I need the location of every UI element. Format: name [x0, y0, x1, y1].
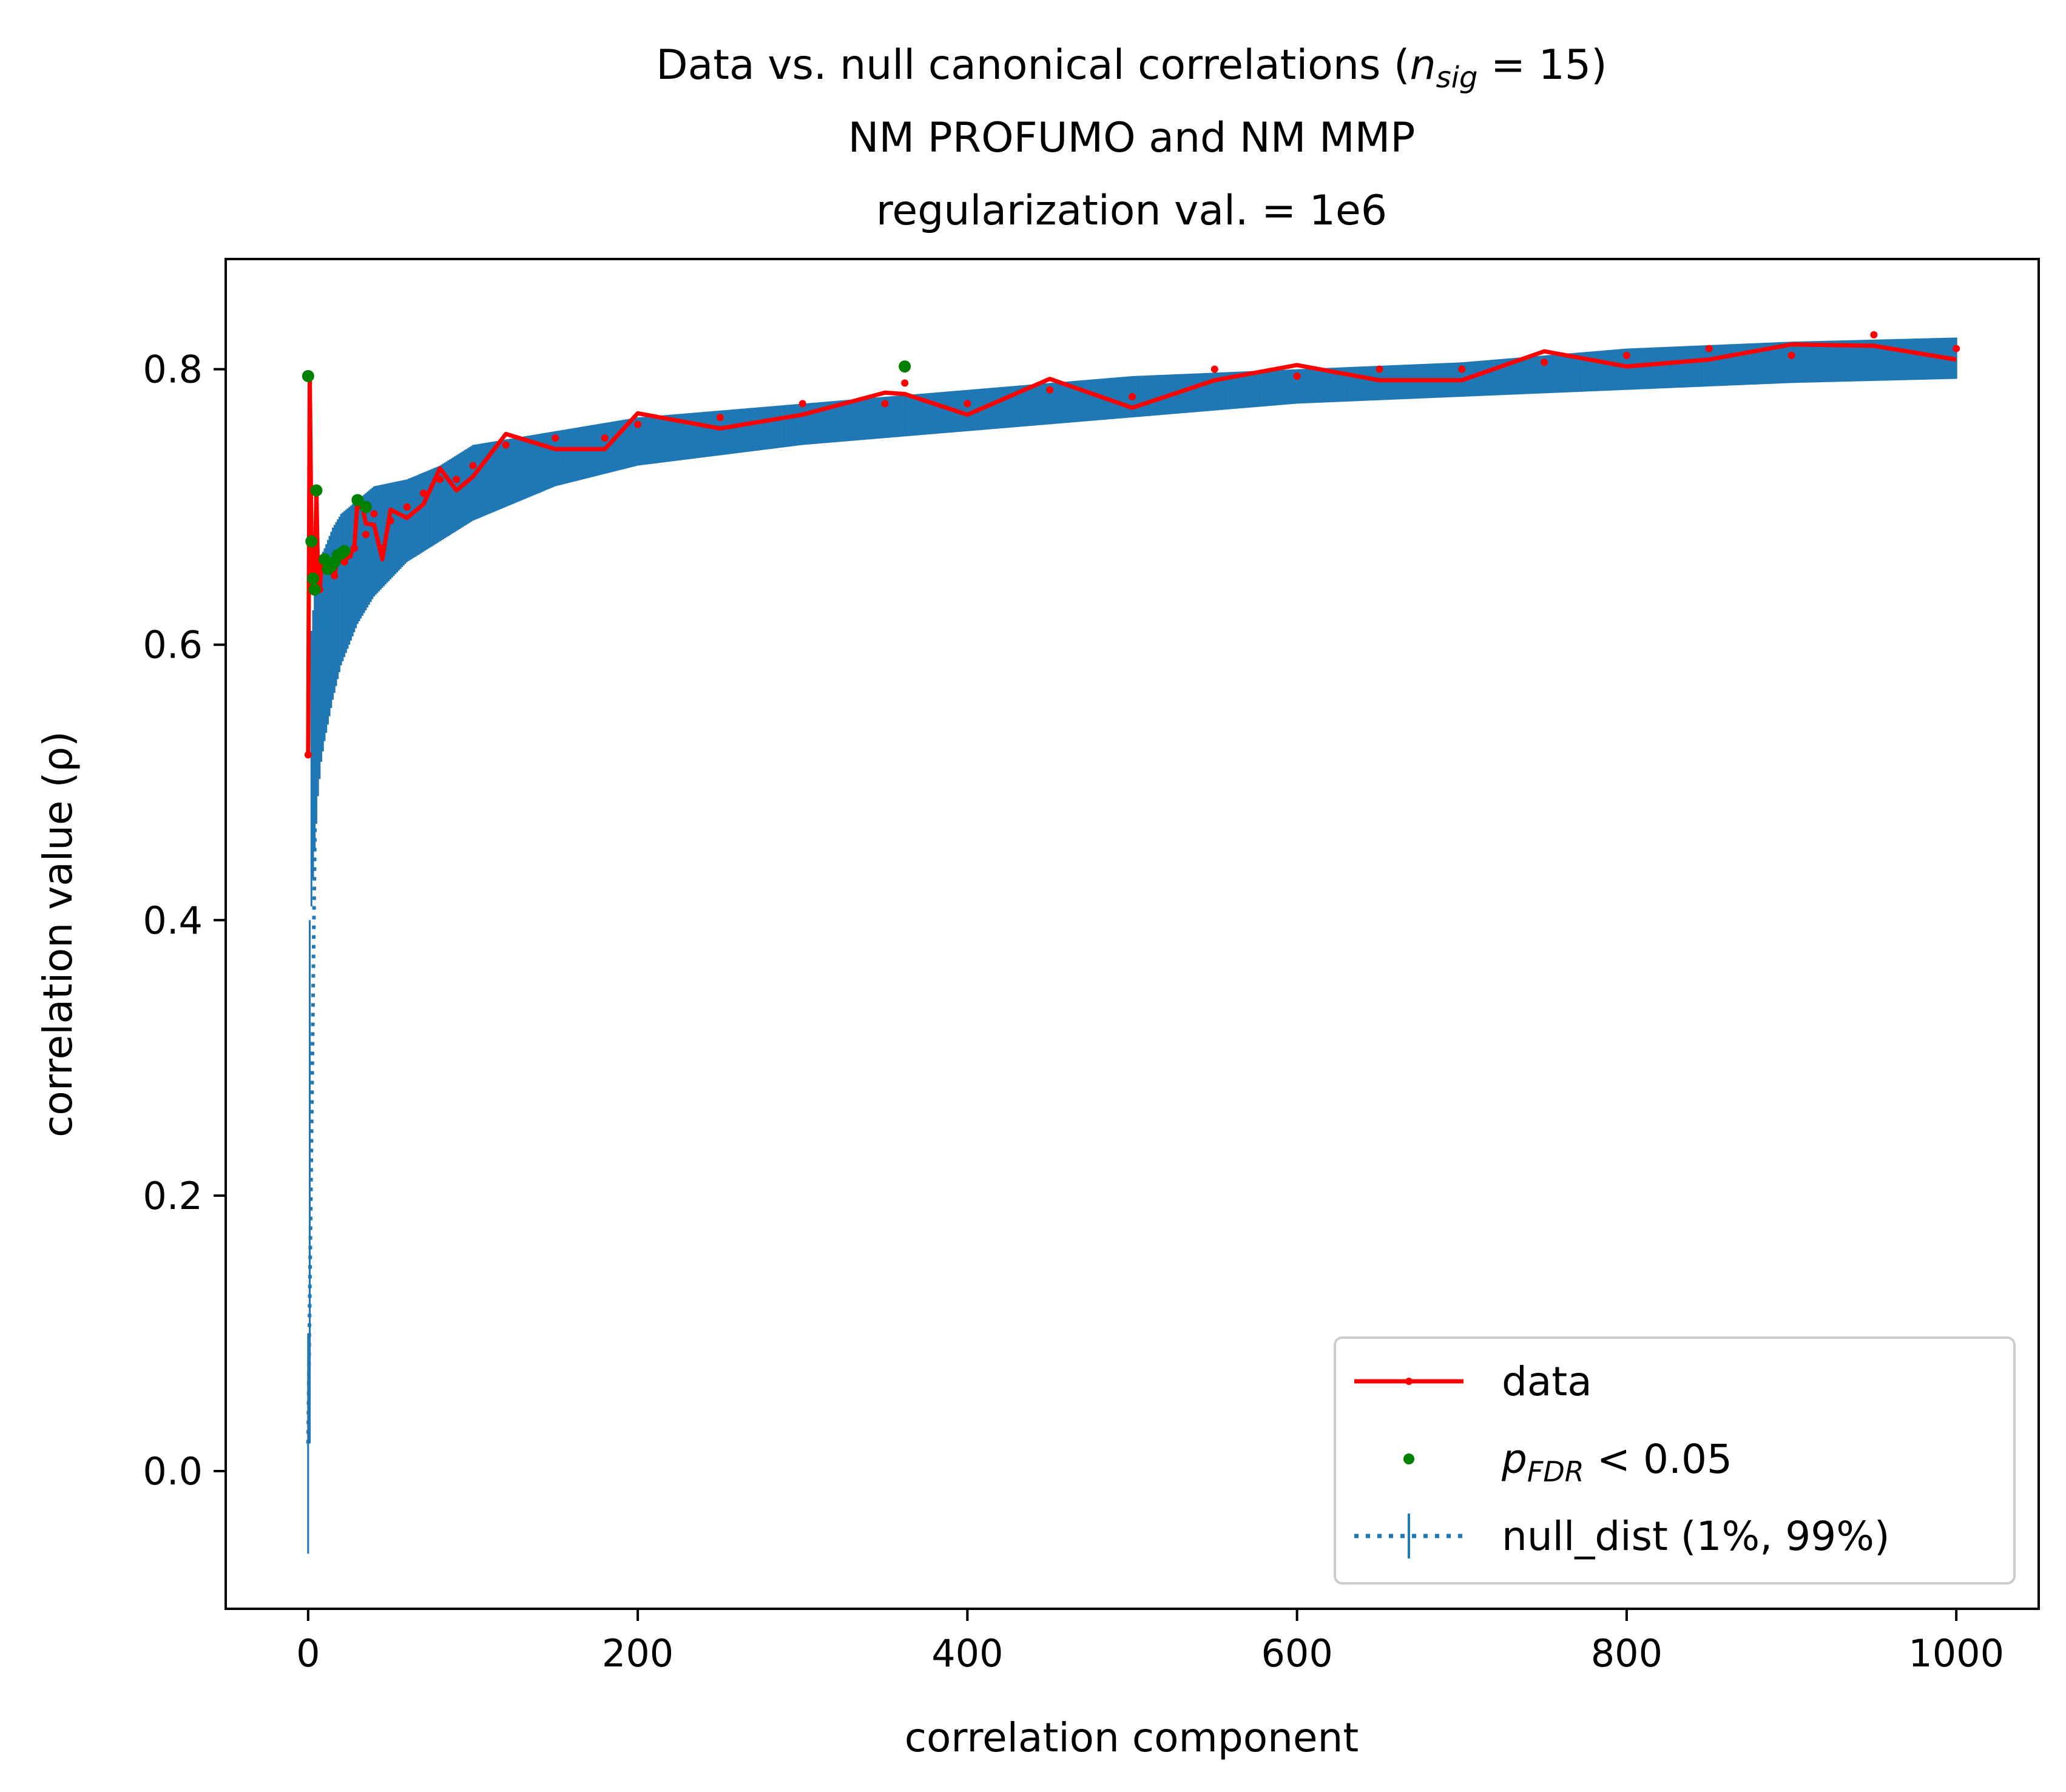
data-point	[552, 434, 559, 442]
chart-title: Data vs. null canonical correlations (ns…	[656, 41, 1607, 235]
svg-text:Data vs. null canonical correl: Data vs. null canonical correlations (ns…	[656, 41, 1607, 95]
data-point	[1376, 365, 1383, 373]
data-point	[419, 489, 427, 497]
legend-sig-sub: FDR	[1527, 1455, 1584, 1488]
data-point	[798, 400, 806, 408]
data-point	[1293, 372, 1301, 380]
significant-point	[308, 583, 321, 596]
significant-point	[310, 484, 323, 497]
y-axis-label: correlation value (ρ)	[35, 731, 81, 1137]
data-point	[362, 531, 370, 539]
significant-point	[359, 500, 372, 513]
data-point	[716, 414, 724, 422]
data-point	[1870, 331, 1878, 339]
data-point	[370, 510, 378, 518]
legend-significant-label: pFDR < 0.05	[1501, 1436, 1732, 1488]
x-axis-label: correlation component	[905, 1714, 1359, 1761]
data-point	[1210, 365, 1218, 373]
significant-point	[305, 535, 318, 548]
title-line-1: Data vs. null canonical correlations (	[656, 41, 1409, 89]
data-point	[964, 400, 971, 408]
axes-frame	[224, 258, 2040, 1610]
y-tick-label: 0.8	[143, 348, 203, 392]
data-point	[1622, 351, 1630, 359]
title-math-sub: sig	[1436, 61, 1478, 95]
data-point	[387, 517, 394, 525]
x-tick-label: 600	[1261, 1631, 1332, 1676]
x-axis: 0 200 400 600 800 1000	[296, 1609, 2004, 1676]
data-point	[1046, 386, 1054, 394]
data-point	[601, 434, 609, 442]
significant-point	[899, 360, 911, 373]
y-tick-label: 0.6	[143, 623, 203, 667]
data-point	[436, 476, 444, 483]
significant-point	[351, 494, 364, 507]
data-point	[634, 420, 642, 428]
y-axis: 0.0 0.2 0.4 0.6 0.8	[143, 348, 226, 1494]
x-tick-label: 0	[296, 1631, 320, 1676]
data-point	[453, 476, 461, 483]
significant-point	[338, 545, 351, 557]
data-point	[1787, 351, 1795, 359]
data-point	[1953, 345, 1960, 352]
null-dist-errorbars	[306, 337, 1957, 1554]
data-point	[340, 558, 348, 566]
data-point	[1705, 345, 1713, 352]
significant-points	[302, 360, 911, 596]
legend-sig-rest: < 0.05	[1584, 1436, 1732, 1483]
data-point	[469, 462, 477, 470]
data-point	[379, 544, 387, 552]
legend-null-label: null_dist (1%, 99%)	[1502, 1513, 1890, 1560]
y-tick-label: 0.0	[143, 1449, 203, 1494]
significant-point	[306, 572, 319, 585]
data-point	[350, 544, 358, 552]
data-point	[1129, 393, 1136, 401]
title-math-n: n	[1410, 41, 1436, 89]
legend-data-marker	[1405, 1378, 1413, 1385]
data-point	[1541, 359, 1548, 366]
legend-box	[1334, 1336, 2016, 1585]
title-math-rest: = 15)	[1477, 41, 1607, 89]
significant-point	[302, 369, 314, 382]
x-tick-label: 400	[931, 1631, 1003, 1676]
data-point	[881, 400, 889, 408]
data-line	[306, 342, 1957, 755]
data-point	[331, 572, 339, 580]
title-line-3: regularization val. = 1e6	[876, 187, 1387, 235]
y-tick-label: 0.2	[143, 1174, 203, 1218]
legend-sig-p: p	[1501, 1436, 1527, 1483]
legend: data pFDR < 0.05 null_dist (1%, 99%)	[1334, 1336, 2016, 1585]
data-point	[1458, 365, 1466, 373]
y-tick-label: 0.4	[143, 898, 203, 943]
legend-data-label: data	[1502, 1358, 1592, 1405]
x-tick-label: 800	[1591, 1631, 1663, 1676]
plot-marks	[302, 331, 1960, 1554]
x-tick-label: 200	[602, 1631, 673, 1676]
x-tick-label: 1000	[1908, 1631, 2004, 1676]
data-point	[403, 503, 411, 511]
data-series	[304, 331, 1960, 759]
data-point	[304, 751, 312, 759]
null-median-line	[306, 356, 1957, 1444]
data-point	[901, 379, 909, 387]
legend-significant-marker	[1403, 1453, 1414, 1464]
data-point	[502, 441, 510, 449]
title-line-2: NM PROFUMO and NM MMP	[848, 114, 1416, 162]
